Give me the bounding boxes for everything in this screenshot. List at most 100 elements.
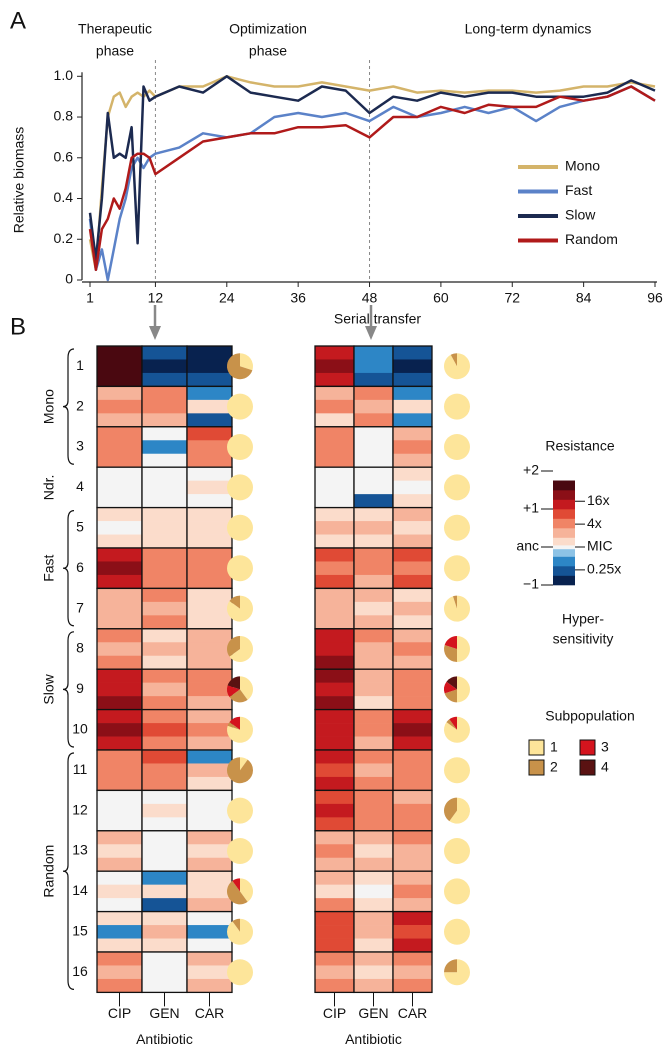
heat-stripe [315,696,354,710]
series-line [88,85,656,282]
heat-stripe [354,507,393,522]
heat-stripe [393,521,432,535]
heat-stripe [142,844,187,859]
heat-stripe [142,857,187,872]
legend-swatch [528,759,545,776]
heat-stripe [393,925,432,939]
heat-stripe [393,844,432,859]
pie-slice [449,797,470,824]
heat-stripe [393,413,432,428]
column-label: CIP [323,1005,346,1021]
heat-stripe [315,803,354,818]
pie-slice [227,474,253,501]
heat-stripe [187,763,232,778]
heat-stripe [142,776,187,791]
pie-slice [227,959,253,986]
panel-label: A [10,7,26,34]
row-label: 8 [76,640,84,656]
legend-label: Random [565,231,618,247]
heat-stripe [315,763,354,778]
heat-stripe [97,723,142,737]
colorbar-tick-label: +1 [523,500,539,516]
heat-stripe [393,574,432,589]
heat-stripe [393,507,432,522]
column-label: CAR [195,1005,225,1021]
heat-stripe [315,925,354,939]
heat-stripe [97,696,142,710]
heat-stripe [354,588,393,603]
row-label: 7 [76,599,84,615]
pie-slice [444,959,457,973]
heat-stripe [187,467,232,481]
heat-stripe [315,817,354,832]
column-label: GEN [149,1005,179,1021]
heat-stripe [142,736,187,751]
legend-title: Subpopulation [545,708,635,724]
heat-stripe [393,453,432,468]
heat-stripe [142,763,187,778]
heat-stripe [187,346,232,360]
heat-stripe [142,359,187,374]
pie-slice [227,393,253,420]
arrow-head [149,326,161,340]
y-tick-label: 0.2 [54,230,74,246]
heat-stripe [187,952,232,966]
group-label: Random [41,845,57,898]
x-tick-label: 96 [647,290,663,306]
heat-stripe [354,790,393,805]
group-label: Mono [41,389,57,424]
heat-stripe [354,844,393,859]
y-axis-label: Relative biomass [11,127,27,234]
heat-stripe [354,615,393,630]
colorbar-bin [553,556,575,567]
heat-stripe [97,548,142,562]
heat-stripe [187,776,232,791]
heat-stripe [142,507,187,522]
heat-stripe [97,574,142,589]
heat-stripe [142,521,187,535]
heat-stripe [354,399,393,414]
group-bracket [62,631,75,748]
heat-stripe [187,440,232,455]
phase-label: Therapeutic [78,21,152,37]
row-label: 4 [76,478,84,494]
heat-stripe [393,372,432,387]
heat-stripe [354,925,393,939]
heat-stripe [97,803,142,818]
heat-stripe [354,736,393,751]
y-tick-label: 0.8 [54,108,74,124]
pie-slice [227,722,240,730]
heat-stripe [97,750,142,764]
series-line [88,75,656,261]
heat-stripe [187,669,232,683]
heat-stripe [142,830,187,845]
heat-stripe [354,521,393,535]
heat-stripe [142,399,187,414]
pie-slice [227,514,253,541]
heat-stripe [187,548,232,562]
heat-stripe [315,857,354,872]
heat-stripe [315,978,354,993]
heat-stripe [393,615,432,630]
heat-stripe [97,844,142,859]
heat-stripe [187,628,232,643]
colorbar-tick-label: 16x [587,492,610,508]
x-tick-label: 84 [576,290,592,306]
heat-stripe [187,534,232,549]
colorbar-tick-label: MIC [587,538,613,554]
heat-stripe [393,682,432,697]
heat-stripe [354,669,393,683]
heat-stripe [142,453,187,468]
heat-stripe [187,978,232,993]
legend-label: 2 [550,759,558,775]
heat-stripe [393,723,432,737]
row-label: 6 [76,559,84,575]
row-label: 2 [76,397,84,413]
heat-stripe [97,642,142,657]
colorbar-bin [553,518,575,529]
heat-stripe [315,453,354,468]
heat-stripe [97,938,142,953]
heat-stripe [142,601,187,616]
heat-stripe [142,938,187,953]
